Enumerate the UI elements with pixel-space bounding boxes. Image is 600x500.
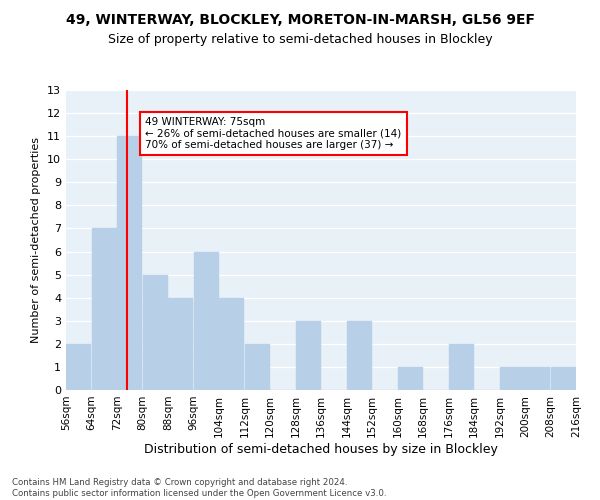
Bar [449,344,473,390]
Bar [398,367,422,390]
Bar [194,252,218,390]
Text: 49 WINTERWAY: 75sqm
← 26% of semi-detached houses are smaller (14)
70% of semi-d: 49 WINTERWAY: 75sqm ← 26% of semi-detach… [145,117,401,150]
Text: Size of property relative to semi-detached houses in Blockley: Size of property relative to semi-detach… [107,32,493,46]
Text: Contains HM Land Registry data © Crown copyright and database right 2024.
Contai: Contains HM Land Registry data © Crown c… [12,478,386,498]
Bar [551,367,575,390]
Y-axis label: Number of semi-detached properties: Number of semi-detached properties [31,137,41,343]
Bar [118,136,142,390]
Bar [245,344,269,390]
Bar [220,298,244,390]
Bar [347,321,371,390]
Bar [92,228,116,390]
Text: Distribution of semi-detached houses by size in Blockley: Distribution of semi-detached houses by … [144,442,498,456]
Bar [67,344,91,390]
Bar [500,367,524,390]
Bar [296,321,320,390]
Text: 49, WINTERWAY, BLOCKLEY, MORETON-IN-MARSH, GL56 9EF: 49, WINTERWAY, BLOCKLEY, MORETON-IN-MARS… [65,12,535,26]
Bar [169,298,193,390]
Bar [143,274,167,390]
Bar [526,367,550,390]
